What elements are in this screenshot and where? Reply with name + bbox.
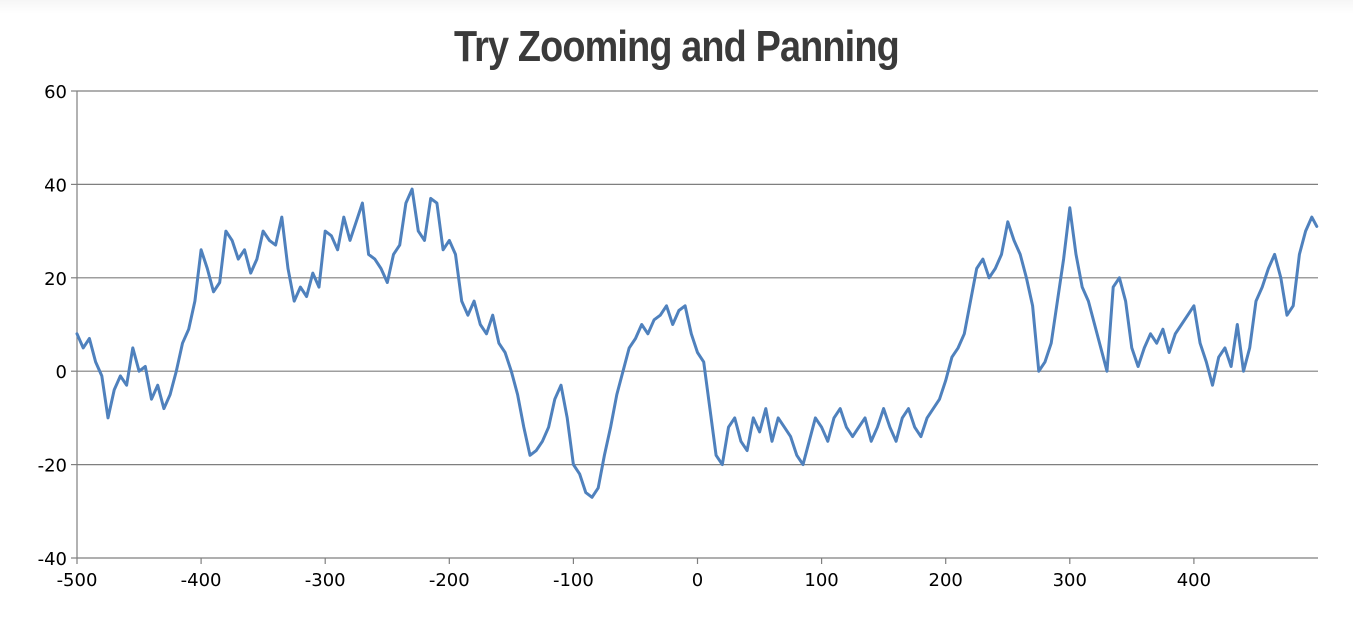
axes <box>71 90 1318 564</box>
y-tick-label: -40 <box>38 549 67 570</box>
y-tick-label: 60 <box>44 82 67 103</box>
x-tick-label: -200 <box>429 570 470 591</box>
y-tick-label: 40 <box>44 175 67 196</box>
x-axis-tick-labels: -500 -400 -300 -200 -100 0 100 200 300 400 <box>57 570 1212 591</box>
y-tick-label: 20 <box>44 269 67 290</box>
x-tick-label: 400 <box>1177 570 1211 591</box>
x-tick-label: -500 <box>57 570 98 591</box>
gridlines <box>77 90 1318 466</box>
chart-top-strip <box>0 0 1353 14</box>
y-tick-label: -20 <box>38 456 67 477</box>
series-group <box>75 187 1319 499</box>
x-tick-label: 300 <box>1053 570 1087 591</box>
x-tick-label: -100 <box>553 570 594 591</box>
x-tick-label: -300 <box>305 570 346 591</box>
chart-title: Try Zooming and Panning <box>454 22 900 71</box>
x-tick-label: 0 <box>692 570 703 591</box>
x-tick-label: -400 <box>181 570 222 591</box>
x-tick-label: 100 <box>804 570 838 591</box>
x-tick-label: 200 <box>929 570 963 591</box>
y-axis-tick-labels: -40 -20 0 20 40 60 <box>38 82 67 570</box>
series-line[interactable] <box>75 187 1319 499</box>
y-tick-label: 0 <box>56 362 67 383</box>
